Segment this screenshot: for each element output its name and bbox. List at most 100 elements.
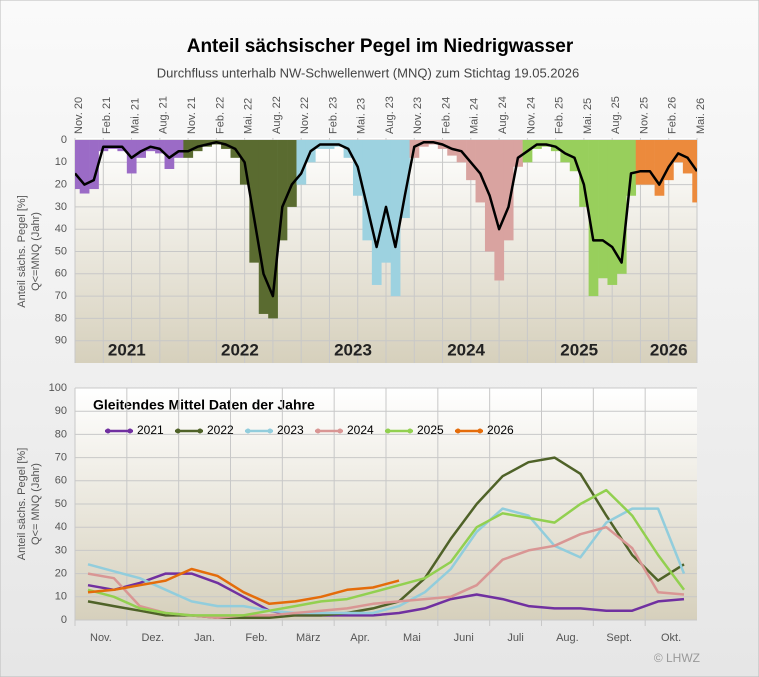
x-tick-label: Nov. 21 xyxy=(186,97,198,134)
bar xyxy=(75,140,81,190)
y-axis-title: Anteil sächs. Pegel [%] xyxy=(16,195,28,308)
bar xyxy=(513,140,523,167)
bar xyxy=(362,140,373,241)
y-tick-label: 30 xyxy=(55,544,67,556)
x-tick-label: Feb. 25 xyxy=(554,97,566,134)
bar xyxy=(560,140,571,163)
legend-marker xyxy=(477,428,483,434)
y-tick-label: 40 xyxy=(55,223,67,235)
y-tick-label: 20 xyxy=(55,179,67,191)
y-axis-title: Anteil sächs. Pegel [%] xyxy=(16,448,28,561)
x-tick-label: Feb. 22 xyxy=(214,97,226,134)
x-tick-label: Aug. 25 xyxy=(610,96,622,134)
x-tick-label: Juni xyxy=(454,632,474,644)
bar xyxy=(598,140,608,279)
y-tick-label: 10 xyxy=(55,156,67,168)
y-tick-label: 70 xyxy=(55,452,67,464)
bar xyxy=(155,140,165,154)
bar xyxy=(268,140,278,319)
legend-label: 2022 xyxy=(207,423,234,437)
x-tick-label: Mai. 22 xyxy=(243,98,255,134)
credit: © LHWZ xyxy=(654,651,700,665)
y-tick-label: 90 xyxy=(55,335,67,347)
inner-title: Gleitendes Mittel Daten der Jahre xyxy=(93,397,315,413)
y-tick-label: 60 xyxy=(55,268,67,280)
bar xyxy=(79,140,90,194)
y-tick-label: 50 xyxy=(55,245,67,257)
bar xyxy=(645,140,655,185)
year-label: 2024 xyxy=(447,340,485,359)
x-tick-label: Aug. 22 xyxy=(271,96,283,134)
bar xyxy=(249,140,260,263)
data-line xyxy=(87,572,685,617)
bar xyxy=(475,140,486,203)
legend-marker xyxy=(315,428,321,434)
bar xyxy=(277,140,288,241)
legend-marker xyxy=(175,428,181,434)
legend-marker xyxy=(127,428,133,434)
bar xyxy=(635,140,646,185)
chart-title: Anteil sächsischer Pegel im Niedrigwasse… xyxy=(187,36,574,57)
x-tick-label: Nov. 22 xyxy=(299,97,311,134)
y-tick-label: 40 xyxy=(55,521,67,533)
x-tick-label: Apr. xyxy=(350,632,370,644)
data-line xyxy=(87,507,686,615)
x-tick-label: Aug. 23 xyxy=(384,96,396,134)
x-tick-label: Aug. 21 xyxy=(158,96,170,134)
x-tick-label: Nov. 24 xyxy=(525,97,537,134)
bar xyxy=(296,140,307,185)
x-tick-label: Nov. xyxy=(90,632,112,644)
x-tick-label: Nov. 20 xyxy=(73,97,85,134)
bar xyxy=(588,140,599,297)
x-tick-label: Aug. xyxy=(556,632,579,644)
bar xyxy=(136,140,146,158)
legend-label: 2026 xyxy=(487,423,514,437)
bar xyxy=(569,140,580,172)
legend-label: 2025 xyxy=(417,423,444,437)
bar xyxy=(173,140,184,158)
x-tick-label: Sept. xyxy=(606,632,632,644)
x-tick-label: Nov. 25 xyxy=(638,97,650,134)
x-tick-label: Mai. 26 xyxy=(695,98,707,134)
y-tick-label: 20 xyxy=(55,568,67,580)
x-tick-label: Juli xyxy=(507,632,524,644)
bar xyxy=(381,140,392,263)
y-tick-label: 80 xyxy=(55,312,67,324)
x-tick-label: Feb. 23 xyxy=(327,97,339,134)
chart-subtitle: Durchfluss unterhalb NW-Schwellenwert (M… xyxy=(157,65,579,80)
legend-marker xyxy=(337,428,343,434)
bar xyxy=(626,140,637,196)
x-tick-label: Feb. 26 xyxy=(667,97,679,134)
chart-layer: 0 10 20 30 40 50 60 70 80 90 Nov. 20 Feb. 21 Mai. 21… xyxy=(16,96,707,644)
bar xyxy=(287,140,297,207)
bar xyxy=(654,140,665,196)
x-tick-label: Mai. 24 xyxy=(469,98,481,134)
y-tick-label: 30 xyxy=(55,201,67,213)
bar xyxy=(692,140,697,203)
bar xyxy=(164,140,175,169)
bar xyxy=(579,140,589,207)
bar xyxy=(89,140,99,190)
bar xyxy=(503,140,514,241)
bar xyxy=(494,140,505,281)
y-tick-label: 60 xyxy=(55,475,67,487)
x-tick-label: Mai. 21 xyxy=(129,98,141,134)
bar xyxy=(616,140,627,274)
year-label: 2022 xyxy=(221,340,259,359)
y-axis-title: Q<=MNQ (Jahr) xyxy=(30,212,42,291)
bar xyxy=(371,140,382,285)
x-tick-label: Feb. 24 xyxy=(440,97,452,134)
data-line xyxy=(87,488,686,617)
x-tick-label: Aug. 24 xyxy=(497,96,509,134)
y-tick-label: 80 xyxy=(55,428,67,440)
bar xyxy=(183,140,194,158)
legend-label: 2024 xyxy=(347,423,374,437)
bar xyxy=(258,140,269,314)
legend-marker xyxy=(105,428,111,434)
x-tick-label: Okt. xyxy=(661,632,681,644)
bar xyxy=(107,140,118,149)
legend-marker xyxy=(455,428,461,434)
data-line xyxy=(87,567,400,606)
bar xyxy=(607,140,618,285)
